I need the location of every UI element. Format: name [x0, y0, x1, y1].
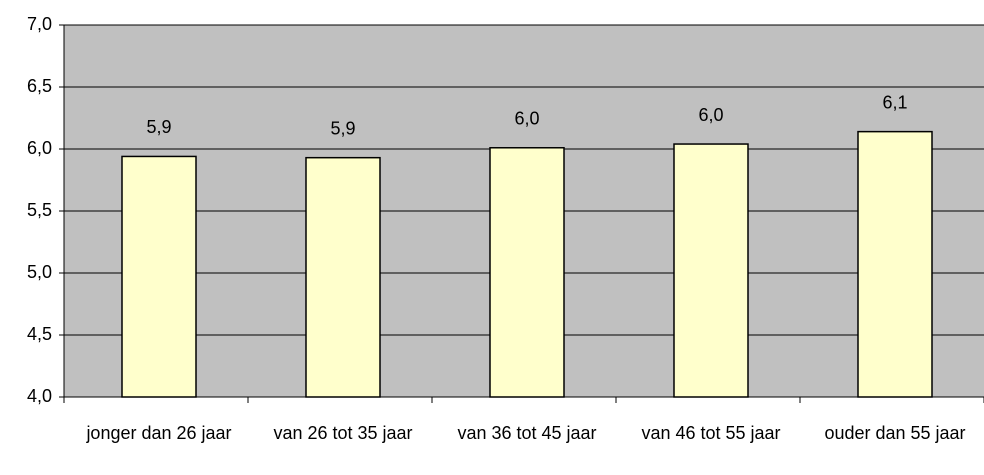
- y-tick-label: 7,0: [27, 14, 52, 34]
- value-label: 6,0: [514, 109, 539, 129]
- y-tick-label: 6,0: [27, 138, 52, 158]
- y-tick-label: 6,5: [27, 76, 52, 96]
- value-label: 5,9: [330, 118, 355, 138]
- x-tick-label: van 26 tot 35 jaar: [273, 423, 413, 443]
- bar: [489, 147, 565, 398]
- bar: [121, 155, 197, 398]
- y-tick-label: 5,5: [27, 200, 52, 220]
- x-tick-label: van 46 tot 55 jaar: [641, 423, 781, 443]
- y-tick-label: 4,0: [27, 386, 52, 406]
- bar: [673, 143, 749, 398]
- value-label: 6,1: [882, 92, 907, 112]
- y-tick-label: 5,0: [27, 262, 52, 282]
- value-label: 6,0: [698, 105, 723, 125]
- y-tick-label: 4,5: [27, 324, 52, 344]
- x-tick-label: ouder dan 55 jaar: [824, 423, 966, 443]
- x-tick-label: van 36 tot 45 jaar: [457, 423, 597, 443]
- bar: [857, 130, 933, 398]
- bar: [305, 156, 381, 398]
- value-label: 5,9: [146, 117, 171, 137]
- x-tick-label: jonger dan 26 jaar: [86, 423, 232, 443]
